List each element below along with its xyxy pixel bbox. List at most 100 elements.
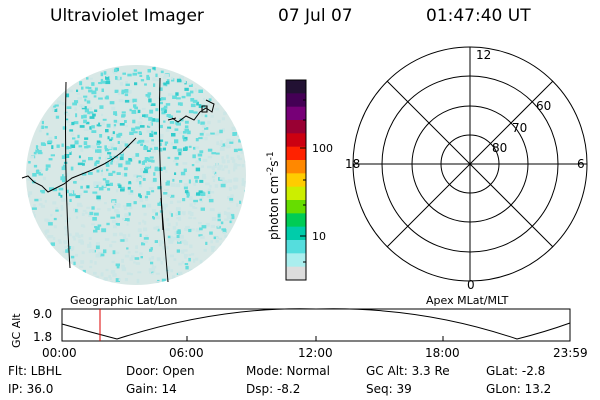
emission-speckle [127,218,130,222]
emission-speckle [89,126,92,130]
emission-speckle [80,185,83,189]
emission-speckle [151,118,156,122]
emission-speckle [174,128,179,131]
emission-speckle [233,177,239,182]
emission-speckle [103,183,106,187]
emission-speckle [113,124,117,127]
emission-speckle [194,88,197,92]
emission-speckle [215,162,219,167]
emission-speckle [205,182,210,186]
emission-speckle [81,251,85,255]
emission-speckle [222,229,227,233]
emission-speckle [81,86,84,90]
emission-speckle [159,167,163,171]
emission-speckle [114,89,119,93]
emission-speckle [78,239,84,244]
glat-info: GLat: -2.8 [486,364,546,378]
emission-speckle [206,194,212,198]
emission-speckle [95,242,100,246]
emission-speckle [53,105,56,108]
emission-speckle [195,167,201,172]
emission-speckle [229,198,234,203]
meridian-line [160,197,169,283]
emission-speckle [77,234,81,239]
emission-speckle [66,189,69,194]
emission-speckle [151,272,154,275]
emission-speckle [169,200,174,204]
emission-speckle [120,188,125,192]
emission-speckle [50,154,55,157]
emission-speckle [44,230,49,233]
emission-speckle [207,165,212,169]
emission-speckle [160,107,165,111]
gain-info: Gain: 14 [126,382,177,396]
emission-speckle [99,134,103,138]
emission-speckle [72,137,76,140]
emission-speckle [33,164,38,168]
emission-speckle [138,193,141,197]
emission-speckle [228,187,232,191]
emission-speckle [207,148,213,152]
emission-speckle [105,180,110,184]
emission-speckle [98,97,103,100]
emission-speckle [71,121,75,126]
emission-speckle [66,120,70,123]
emission-speckle [112,160,116,163]
emission-speckle [201,225,207,229]
emission-speckle [195,138,199,142]
emission-speckle [83,128,89,131]
emission-speckle [201,165,204,168]
emission-speckle [65,118,69,121]
emission-speckle [129,98,133,103]
emission-speckle [123,236,127,240]
emission-speckle [188,83,193,87]
emission-speckle [100,72,104,77]
emission-speckle [192,154,196,159]
emission-speckle [134,140,137,143]
emission-speckle [136,281,140,284]
emission-speckle [147,163,150,167]
emission-speckle [233,148,238,153]
emission-speckle [176,230,181,235]
emission-speckle [152,77,156,81]
emission-speckle [34,198,39,202]
island-outline [201,105,208,113]
emission-speckle [176,110,181,113]
emission-speckle [207,155,213,159]
emission-speckle [203,248,207,252]
emission-speckle [70,132,75,136]
emission-speckle [137,109,141,113]
emission-speckle [217,225,220,228]
emission-speckle [105,76,110,80]
emission-speckle [155,212,158,217]
emission-speckle [89,241,92,246]
emission-speckle [104,96,109,100]
emission-speckle [50,235,54,238]
emission-speckle [224,218,229,221]
altitude-ytick: 9.0 [33,307,52,321]
emission-speckle [35,149,38,153]
emission-speckle [142,219,145,223]
emission-speckle [175,92,179,96]
emission-speckle [58,187,64,191]
emission-speckle [77,162,83,166]
emission-speckle [177,241,182,244]
emission-speckle [227,169,231,174]
emission-speckle [121,114,126,117]
emission-speckle [204,114,208,118]
emission-speckle [51,108,55,112]
emission-speckle [178,262,183,266]
emission-speckle [176,122,181,126]
emission-speckle [201,130,205,133]
emission-speckle [109,138,113,142]
emission-speckle [144,195,148,199]
emission-speckle [78,145,83,148]
emission-speckle [61,143,64,147]
gc-alt-info: GC Alt: 3.3 Re [366,364,450,378]
emission-speckle [183,139,187,142]
emission-speckle [227,196,232,200]
emission-speckle [68,89,73,93]
emission-speckle [179,234,184,239]
emission-speckle [114,209,119,213]
